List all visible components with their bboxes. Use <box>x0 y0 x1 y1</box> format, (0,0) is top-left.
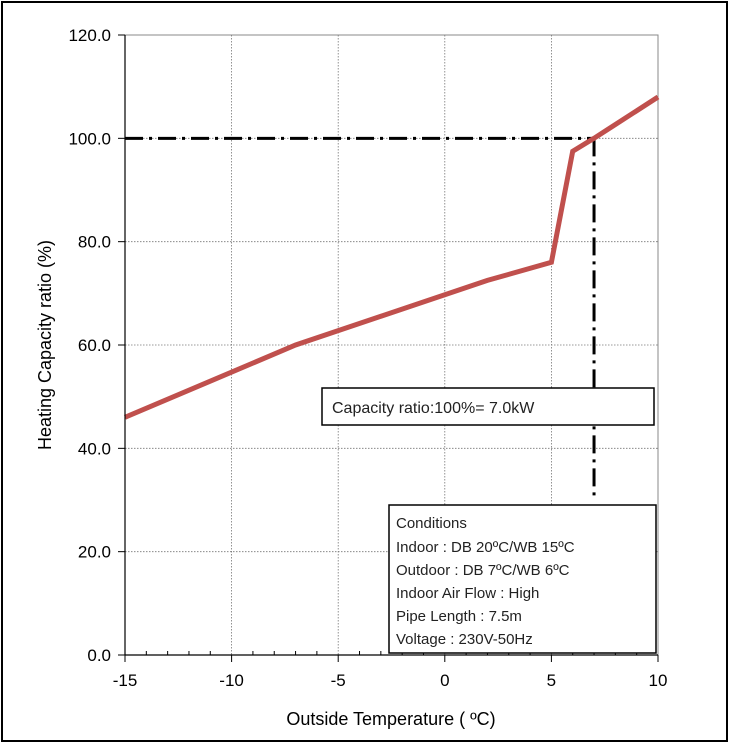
y-tick-label: 100.0 <box>68 129 111 148</box>
reference-lines <box>125 136 596 500</box>
x-tick-label: 0 <box>440 671 449 690</box>
y-tick-label: 120.0 <box>68 26 111 45</box>
conditions-line: Conditions <box>396 515 467 532</box>
x-tick-label: -5 <box>331 671 346 690</box>
capacity-ratio-label: Capacity ratio:100%= 7.0kW <box>332 400 535 417</box>
y-axis-title: Heating Capacity ratio (%) <box>35 240 55 450</box>
conditions-box: Conditions Indoor : DB 20ºC/WB 15ºC Outd… <box>388 504 657 654</box>
series-group <box>124 94 660 420</box>
conditions-line: Outdoor : DB 7ºC/WB 6ºC <box>396 562 570 579</box>
x-tick-label: -15 <box>113 671 138 690</box>
y-tick-label: 60.0 <box>78 336 111 355</box>
x-tick-label: 10 <box>649 671 668 690</box>
ticks: -15 -10 -5 0 5 100.020.040.060.080.0100.0120.… <box>68 26 667 690</box>
y-tick-label: 80.0 <box>78 233 111 252</box>
x-tick-label: -10 <box>219 671 244 690</box>
x-axis-title: Outside Temperature ( ºC) <box>286 709 495 729</box>
capacity-ratio-box: Capacity ratio:100%= 7.0kW <box>321 387 655 426</box>
conditions-line: Voltage : 230V-50Hz <box>396 631 533 648</box>
conditions-line: Pipe Length : 7.5m <box>396 608 522 625</box>
y-tick-label: 20.0 <box>78 543 111 562</box>
y-tick-label: 40.0 <box>78 439 111 458</box>
y-tick-label: 0.0 <box>87 646 111 665</box>
capacity-series-line <box>124 94 660 420</box>
conditions-line: Indoor : DB 20ºC/WB 15ºC <box>396 539 575 556</box>
conditions-line: Indoor Air Flow : High <box>396 585 539 602</box>
x-tick-label: 5 <box>547 671 556 690</box>
